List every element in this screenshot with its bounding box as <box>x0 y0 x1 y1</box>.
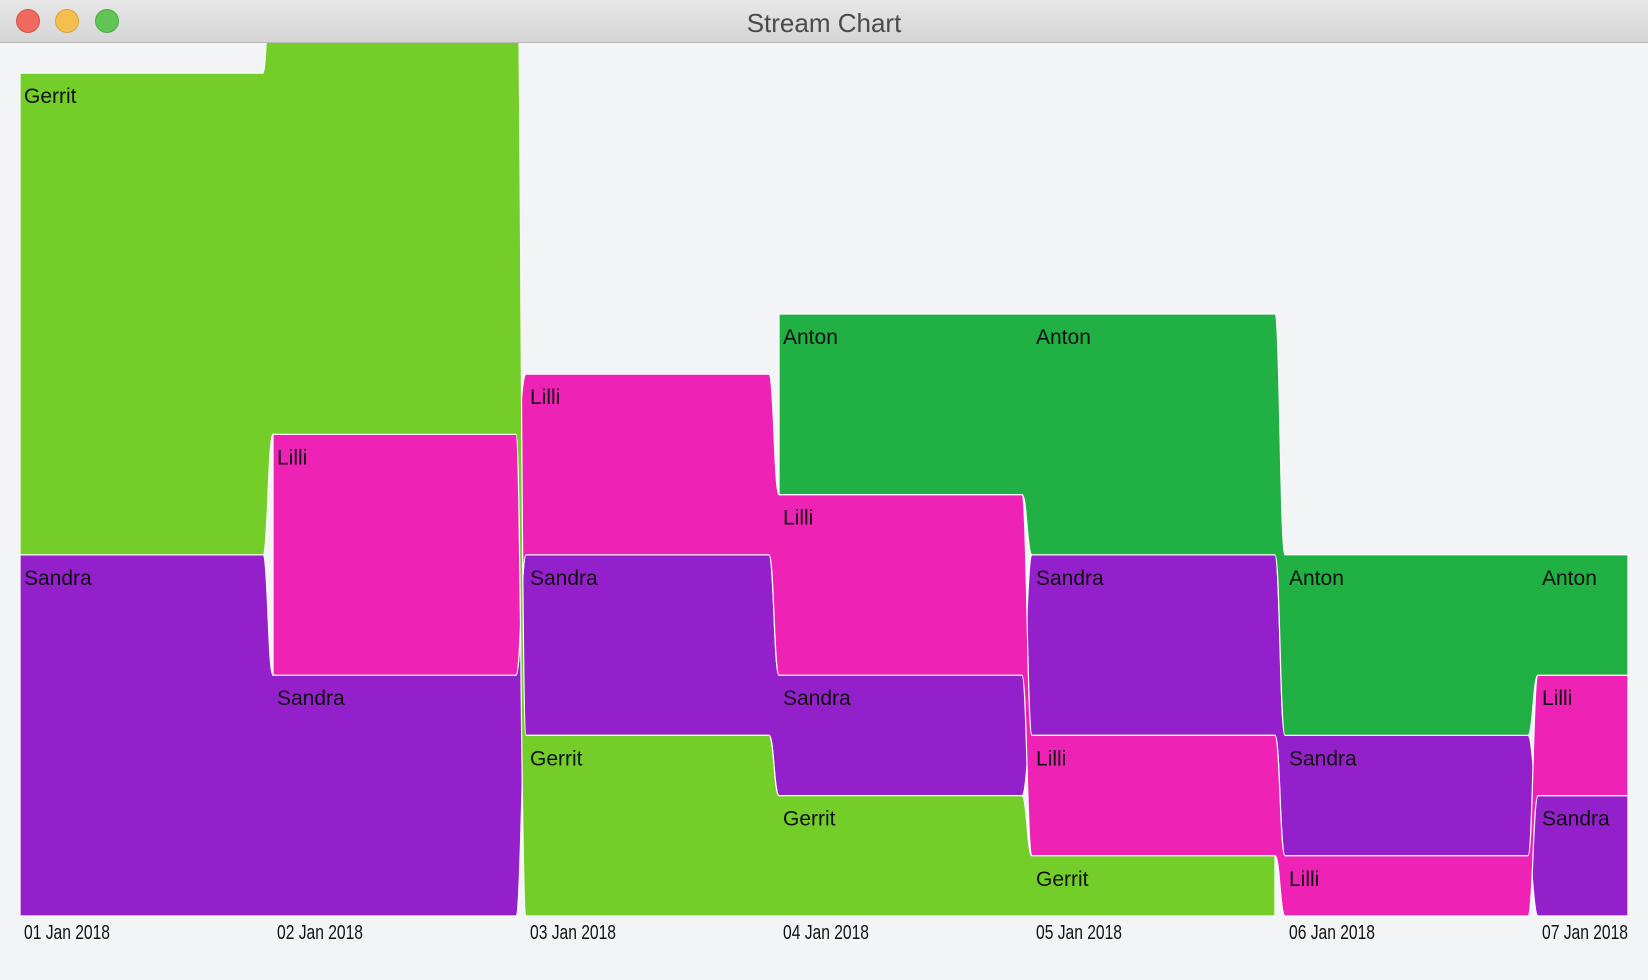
x-tick-label: 07 Jan 2018 <box>1542 922 1628 944</box>
stream-label-layer: Sandra Sandra Sandra Sandra Sandra Sandra Sand… <box>24 85 1610 891</box>
stream-label-sandra: Sandra <box>1542 808 1610 831</box>
stream-anton <box>778 313 1629 736</box>
stream-layer <box>19 0 1629 917</box>
stream-label-gerrit: Gerrit <box>783 808 836 831</box>
x-tick-label: 01 Jan 2018 <box>24 922 110 944</box>
stream-label-lilli: Lilli <box>1542 687 1572 710</box>
x-axis: 01 Jan 2018 02 Jan 2018 03 Jan 2018 04 Jan … <box>24 922 1628 944</box>
x-tick-label: 02 Jan 2018 <box>277 922 363 944</box>
stream-label-anton: Anton <box>1289 567 1344 590</box>
stream-label-sandra: Sandra <box>1289 747 1357 770</box>
stream-label-gerrit: Gerrit <box>1036 868 1089 891</box>
window-title: Stream Chart <box>746 8 902 38</box>
stream-label-sandra: Sandra <box>1036 567 1104 590</box>
x-tick-label: 05 Jan 2018 <box>1036 922 1122 944</box>
stream-label-gerrit: Gerrit <box>24 85 77 108</box>
stream-label-sandra: Sandra <box>24 567 92 590</box>
stream-label-sandra: Sandra <box>530 567 598 590</box>
stream-gerrit <box>19 0 1276 917</box>
title-bar: Stream Chart <box>0 0 1648 43</box>
stream-label-lilli: Lilli <box>1289 868 1319 891</box>
stream-label-sandra: Sandra <box>783 687 851 710</box>
stream-label-gerrit: Gerrit <box>530 747 583 770</box>
stream-label-lilli: Lilli <box>783 507 813 530</box>
x-tick-label: 04 Jan 2018 <box>783 922 869 944</box>
close-window-button[interactable] <box>16 9 40 33</box>
stream-label-anton: Anton <box>1542 567 1597 590</box>
stream-label-anton: Anton <box>783 326 838 349</box>
stream-label-anton: Anton <box>1036 326 1091 349</box>
minimize-window-button[interactable] <box>55 9 79 33</box>
stream-label-lilli: Lilli <box>1036 747 1066 770</box>
stream-chart-svg: Sandra Sandra Sandra Sandra Sandra Sandra Sand… <box>19 0 1629 944</box>
x-tick-label: 03 Jan 2018 <box>530 922 616 944</box>
x-tick-label: 06 Jan 2018 <box>1289 922 1375 944</box>
stream-label-sandra: Sandra <box>277 687 345 710</box>
stream-label-lilli: Lilli <box>277 446 307 469</box>
zoom-window-button[interactable] <box>95 9 119 33</box>
stream-label-lilli: Lilli <box>530 386 560 409</box>
